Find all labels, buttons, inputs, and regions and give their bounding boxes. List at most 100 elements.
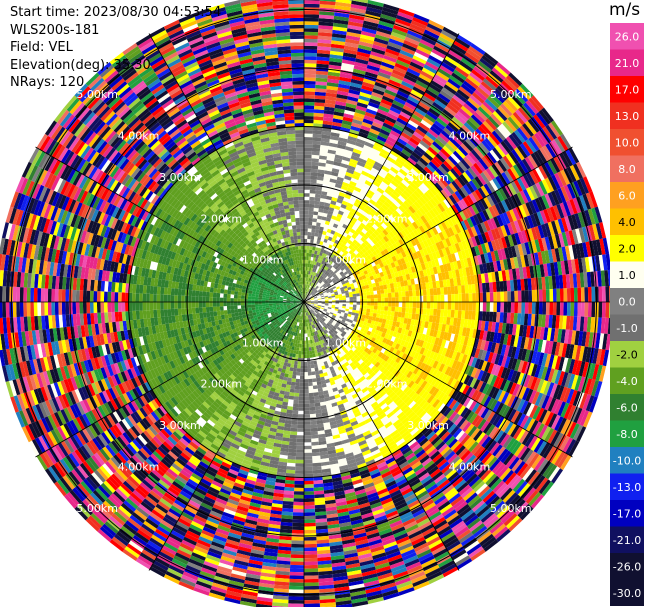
range-gate <box>419 171 429 181</box>
range-gate <box>455 148 466 159</box>
range-gate <box>391 292 396 298</box>
range-gate <box>360 258 366 264</box>
range-gate <box>316 294 320 297</box>
range-gate <box>313 236 318 241</box>
range-gate <box>319 4 336 9</box>
range-gate <box>343 52 357 59</box>
range-gate <box>339 76 352 83</box>
range-gate <box>472 302 476 311</box>
range-gate <box>315 254 320 259</box>
range-gate <box>311 147 321 152</box>
range-gate <box>499 123 512 137</box>
range-gate <box>318 266 322 271</box>
range-gate <box>366 305 371 309</box>
range-gate <box>323 279 328 284</box>
range-gate <box>319 292 324 295</box>
range-gate <box>317 287 321 291</box>
range-gate <box>306 288 308 292</box>
range-gate <box>312 257 316 262</box>
range-gate <box>383 55 398 63</box>
range-gate <box>371 232 377 239</box>
range-gate <box>383 3 400 12</box>
range-gate <box>484 137 495 150</box>
range-gate <box>429 288 434 296</box>
range-gate <box>538 289 543 302</box>
range-gate <box>380 181 389 189</box>
range-gate <box>304 266 306 271</box>
range-gate <box>304 59 317 64</box>
range-gate <box>334 231 340 237</box>
range-gate <box>369 309 374 313</box>
range-gate <box>321 260 325 265</box>
range-gate <box>428 54 443 65</box>
range-gate <box>376 227 383 234</box>
range-gate <box>456 34 473 46</box>
range-gate <box>334 5 351 11</box>
range-gate <box>322 120 333 126</box>
range-gate <box>485 167 496 180</box>
range-gate <box>332 259 338 264</box>
range-gate <box>507 168 517 181</box>
range-gate <box>497 105 511 119</box>
range-gate <box>311 232 315 237</box>
range-gate <box>341 248 346 253</box>
range-gate <box>330 218 336 224</box>
range-gate <box>445 81 459 92</box>
range-gate <box>388 109 400 118</box>
range-gate <box>334 104 346 110</box>
range-gate <box>304 217 309 222</box>
range-gate <box>332 26 348 32</box>
range-gate <box>315 88 327 93</box>
range-gate <box>326 213 333 219</box>
range-gate <box>461 293 466 302</box>
range-gate <box>359 91 372 99</box>
range-gate <box>426 308 431 316</box>
range-gate <box>309 278 312 282</box>
range-gate <box>333 22 348 29</box>
range-gate <box>323 284 327 288</box>
range-gate <box>381 302 385 307</box>
range-gate <box>318 229 324 235</box>
range-gate <box>304 10 320 15</box>
range-gate <box>333 269 338 274</box>
range-gate <box>332 286 337 290</box>
range-gate <box>437 302 441 310</box>
range-gate <box>374 236 381 243</box>
range-gate <box>587 286 592 302</box>
range-gate <box>331 277 336 282</box>
range-gate <box>341 62 355 69</box>
range-gate <box>401 165 410 174</box>
range-gate <box>412 290 417 297</box>
range-gate <box>430 302 434 309</box>
range-gate <box>376 289 381 295</box>
range-gate <box>329 241 335 246</box>
range-gate <box>363 298 368 302</box>
range-gate <box>483 196 492 208</box>
range-gate <box>310 235 315 240</box>
range-gate <box>465 100 478 112</box>
range-gate <box>357 225 364 232</box>
range-gate <box>388 297 392 302</box>
range-gate <box>390 179 399 188</box>
range-gate <box>422 231 430 240</box>
range-gate <box>415 289 420 297</box>
range-gate <box>304 38 318 43</box>
range-gate <box>338 169 347 176</box>
range-gate <box>333 190 340 196</box>
range-gate <box>408 195 417 204</box>
range-gate <box>528 170 539 185</box>
range-gate <box>321 272 325 277</box>
range-gate <box>462 171 472 183</box>
range-gate <box>352 304 357 308</box>
range-gate <box>344 146 354 152</box>
range-gate <box>389 34 405 44</box>
range-gate <box>325 275 329 280</box>
range-gate <box>370 51 385 59</box>
range-gate <box>367 61 381 69</box>
range-gate <box>447 294 452 302</box>
range-gate <box>306 270 309 275</box>
range-gate <box>383 242 390 249</box>
range-gate <box>541 163 552 178</box>
range-gate <box>511 149 522 163</box>
range-gate <box>356 296 361 300</box>
